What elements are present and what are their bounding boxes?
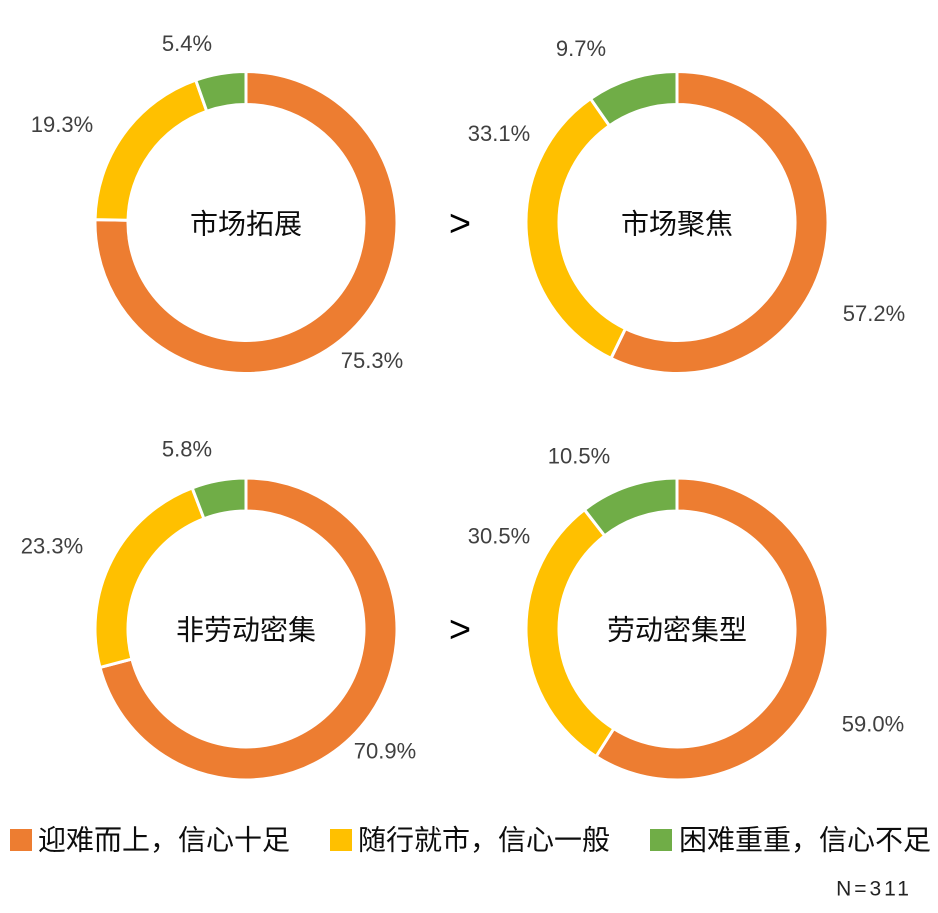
legend-label: 迎难而上，信心十足	[38, 824, 290, 857]
value-label-full-confidence: 75.3%	[341, 348, 403, 373]
donut-center-label: 市场聚焦	[621, 208, 733, 241]
donut-slice-low-confidence	[582, 476, 679, 538]
value-label-moderate-confidence: 23.3%	[21, 534, 83, 559]
value-label-low-confidence: 5.4%	[162, 31, 212, 56]
donut-center-label: 非劳动密集	[176, 614, 316, 647]
value-label-low-confidence: 10.5%	[548, 444, 610, 469]
donut-value-labels: 70.9% 23.3% 5.8%	[21, 437, 416, 764]
donut-slice-moderate-confidence	[524, 97, 627, 360]
legend-item-full-confidence: 迎难而上，信心十足	[10, 824, 290, 857]
donut-value-labels: 59.0% 30.5% 10.5%	[468, 444, 904, 737]
donut-slice-low-confidence	[589, 70, 679, 128]
value-label-full-confidence: 70.9%	[354, 739, 416, 764]
legend: 迎难而上，信心十足 随行就市，信心一般 困难重重，信心不足	[10, 824, 931, 857]
comparison-symbol-top: >	[449, 203, 471, 245]
donut-slice-full-confidence	[93, 70, 399, 375]
donut-market-expansion: 75.3% 19.3% 5.4% 市场拓展	[31, 31, 403, 375]
donut-slices	[524, 70, 830, 375]
legend-item-low-confidence: 困难重重，信心不足	[650, 824, 931, 857]
donut-slices	[93, 70, 399, 375]
legend-label: 随行就市，信心一般	[358, 824, 610, 857]
donut-slice-full-confidence	[98, 476, 399, 782]
legend-swatch	[650, 829, 672, 851]
value-label-low-confidence: 9.7%	[556, 36, 606, 61]
value-label-moderate-confidence: 30.5%	[468, 524, 530, 549]
value-label-low-confidence: 5.8%	[162, 437, 212, 462]
donut-slice-low-confidence	[194, 70, 248, 113]
donut-slice-moderate-confidence	[93, 78, 209, 222]
legend-label: 困难重重，信心不足	[679, 824, 931, 857]
legend-swatch	[330, 829, 352, 851]
donut-center-label: 劳动密集型	[607, 614, 747, 647]
donut-center-label: 市场拓展	[190, 208, 302, 241]
legend-item-moderate-confidence: 随行就市，信心一般	[330, 824, 610, 857]
value-label-full-confidence: 59.0%	[842, 712, 904, 737]
donut-slices	[524, 476, 830, 782]
value-label-moderate-confidence: 19.3%	[31, 112, 93, 137]
donut-slice-moderate-confidence	[524, 508, 616, 758]
donut-slice-low-confidence	[190, 476, 248, 521]
sample-size-label: N=311	[836, 878, 912, 901]
value-label-moderate-confidence: 33.1%	[468, 121, 530, 146]
donut-non-labor-intensive: 70.9% 23.3% 5.8% 非劳动密集	[21, 437, 416, 782]
donut-value-labels: 75.3% 19.3% 5.4%	[31, 31, 403, 373]
donut-labor-intensive: 59.0% 30.5% 10.5% 劳动密集型	[468, 444, 904, 782]
legend-swatch	[10, 829, 32, 851]
donut-slices	[93, 476, 399, 782]
value-label-full-confidence: 57.2%	[843, 301, 905, 326]
donut-slice-full-confidence	[594, 476, 830, 782]
donut-value-labels: 57.2% 33.1% 9.7%	[468, 36, 905, 326]
comparison-symbol-bottom: >	[449, 609, 471, 651]
donut-slice-full-confidence	[609, 70, 830, 375]
donut-market-focus: 57.2% 33.1% 9.7% 市场聚焦	[468, 36, 905, 375]
